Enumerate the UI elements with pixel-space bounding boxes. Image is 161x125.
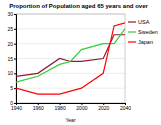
x-tick: 1960	[33, 103, 44, 111]
x-tick: 2020	[98, 103, 109, 111]
x-tick-label: 2020	[98, 105, 109, 111]
y-tick-label: 15	[7, 56, 13, 62]
y-tick-mark	[14, 14, 16, 15]
y-axis: 0 5 10 15 20 25 30	[7, 11, 16, 106]
series-line	[16, 35, 125, 77]
y-tick: 0	[10, 100, 16, 106]
legend-label: USA	[138, 19, 150, 25]
y-tick-mark	[14, 59, 16, 60]
legend-swatch	[128, 41, 136, 42]
x-axis-title: Year	[65, 117, 75, 123]
y-tick-label: 0	[10, 100, 13, 106]
x-axis: 194019601980200020202040	[11, 103, 131, 111]
x-tick: 2040	[120, 103, 131, 111]
y-tick-mark	[14, 88, 16, 89]
grid-line	[16, 88, 125, 89]
legend-label: Japan	[138, 39, 153, 45]
y-tick-label: 20	[7, 41, 13, 47]
legend-swatch	[128, 31, 136, 32]
y-tick-label: 30	[7, 11, 13, 17]
lines	[16, 23, 125, 94]
chart: Proportion of Population aged 65 years a…	[0, 0, 161, 125]
x-tick-label: 1980	[55, 105, 66, 111]
legend-label: Sweden	[138, 29, 158, 35]
grid-line	[16, 58, 125, 59]
x-tick: 2000	[76, 103, 87, 111]
y-tick: 25	[7, 26, 16, 32]
y-tick: 20	[7, 41, 16, 47]
x-tick: 1980	[55, 103, 66, 111]
y-tick-label: 10	[7, 70, 13, 76]
y-tick-mark	[14, 44, 16, 45]
series-line	[16, 29, 125, 82]
y-tick: 30	[7, 11, 16, 17]
y-tick: 10	[7, 70, 16, 76]
y-axis-line	[14, 15, 17, 104]
grid	[16, 14, 125, 103]
plot-frame	[16, 14, 125, 103]
y-tick-mark	[14, 73, 16, 74]
grid-line	[16, 28, 125, 29]
legend-swatch	[128, 21, 136, 22]
x-tick-label: 2000	[76, 105, 87, 111]
title: Proportion of Population aged 65 years a…	[9, 3, 148, 9]
y-tick: 5	[10, 85, 16, 91]
y-tick-label: 25	[7, 26, 13, 32]
series-line	[16, 23, 125, 94]
y-tick-mark	[14, 29, 16, 30]
y-tick-label: 5	[10, 85, 13, 91]
x-tick-label: 2040	[120, 105, 131, 111]
legend: USA Sweden Japan	[128, 19, 158, 45]
x-tick-label: 1960	[33, 105, 44, 111]
y-tick-mark	[14, 103, 16, 104]
y-tick: 15	[7, 56, 16, 62]
